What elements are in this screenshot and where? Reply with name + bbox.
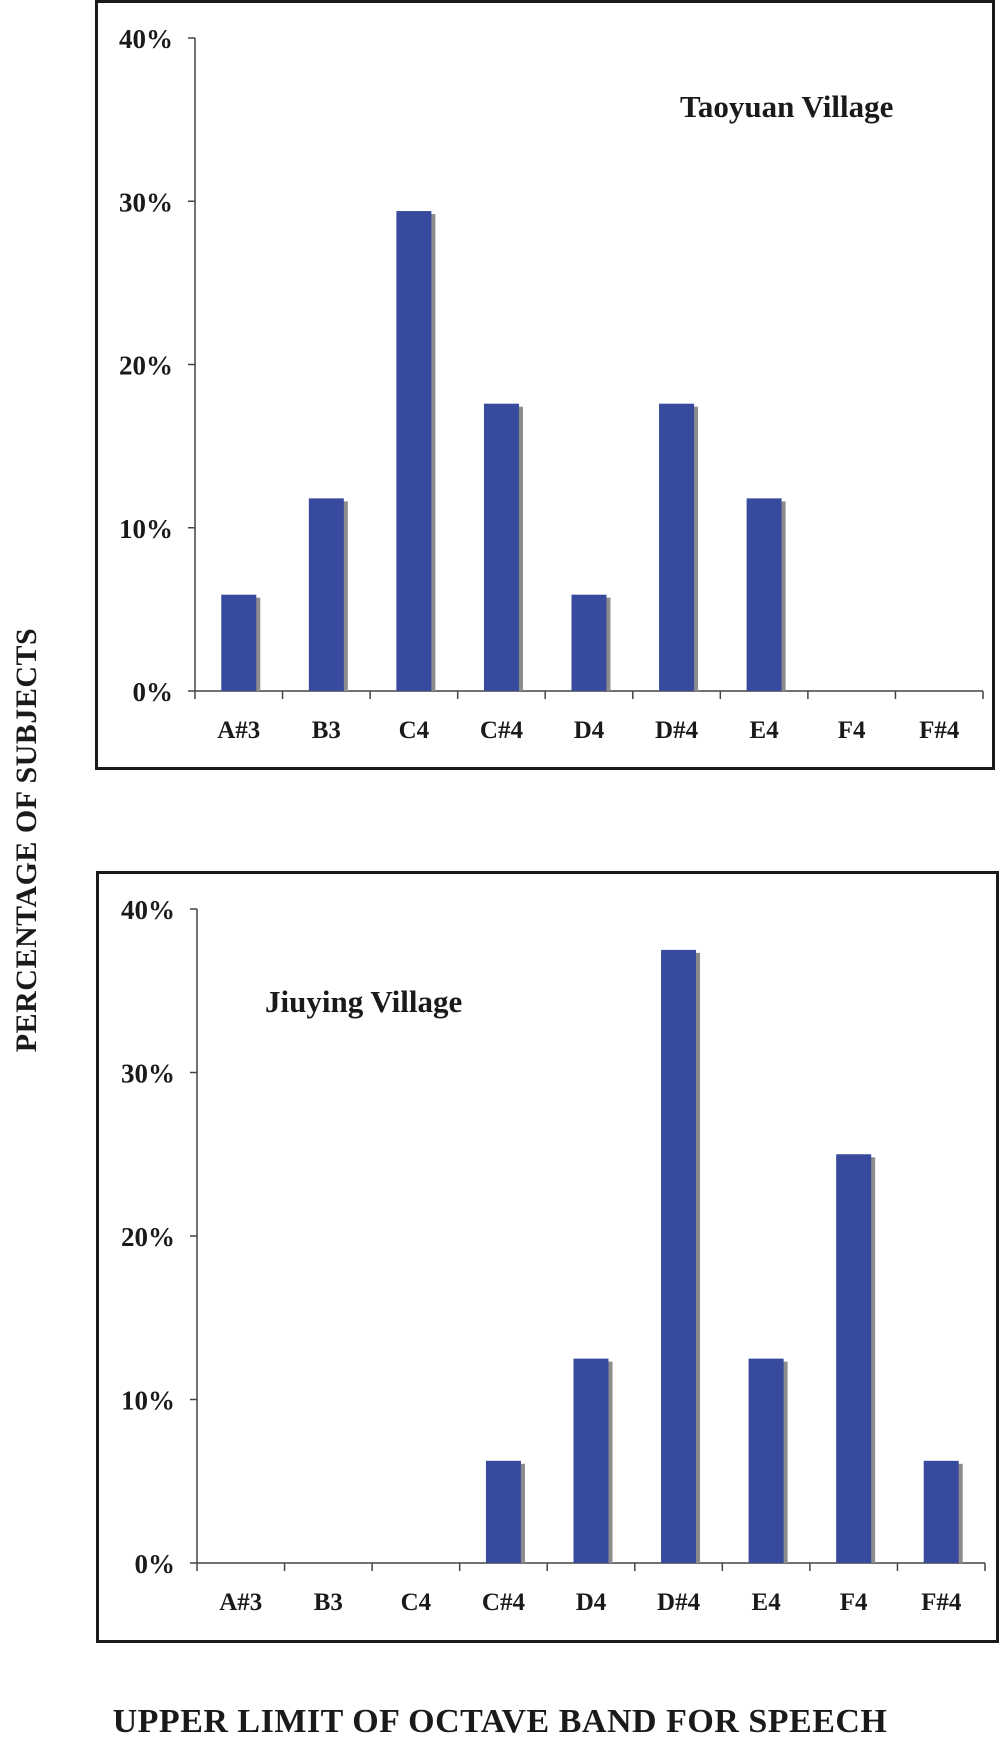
bar-e4 <box>746 498 782 691</box>
x-category-label: F#4 <box>921 1589 962 1616</box>
bar-f4 <box>836 1154 872 1563</box>
x-axis-label: UPPER LIMIT OF OCTAVE BAND FOR SPEECH <box>112 1703 888 1740</box>
y-axis-label: PERCENTAGE OF SUBJECTS <box>10 627 43 1053</box>
x-category-label: C4 <box>401 1589 432 1616</box>
y-tick-label: 0% <box>135 1549 176 1579</box>
bar-asharp3 <box>221 594 257 691</box>
y-tick-label: 20% <box>119 351 173 381</box>
bar-d4 <box>571 594 607 691</box>
y-tick-label: 40% <box>119 24 173 54</box>
x-category-label: F#4 <box>919 717 960 744</box>
x-category-label: C4 <box>399 717 430 744</box>
bar-e4 <box>748 1358 784 1563</box>
bar-b3 <box>308 498 344 691</box>
y-tick-label: 30% <box>119 187 173 217</box>
x-category-label: C#4 <box>480 717 524 744</box>
bar-csharp4 <box>485 1460 521 1563</box>
x-category-label: A#3 <box>217 717 260 744</box>
x-category-label: F4 <box>840 1589 868 1616</box>
x-category-label: D#4 <box>657 1589 701 1616</box>
bar-c4 <box>396 211 432 692</box>
y-tick-label: 0% <box>133 677 174 707</box>
y-tick-label: 30% <box>121 1059 175 1089</box>
x-category-label: D4 <box>574 717 605 744</box>
y-tick-label: 40% <box>121 895 175 925</box>
x-category-label: B3 <box>314 1589 343 1616</box>
bar-fsharp4 <box>923 1460 959 1563</box>
x-category-label: D#4 <box>655 717 699 744</box>
bar-csharp4 <box>483 403 519 691</box>
y-tick-label: 20% <box>121 1222 175 1252</box>
bar-dsharp4 <box>659 403 695 691</box>
y-tick-label: 10% <box>121 1386 175 1416</box>
chart-title-taoyuan: Taoyuan Village <box>680 89 893 124</box>
x-category-label: D4 <box>576 1589 607 1616</box>
x-category-label: E4 <box>752 1589 782 1616</box>
bar-dsharp4 <box>661 949 697 1563</box>
x-category-label: C#4 <box>482 1589 526 1616</box>
x-category-label: F4 <box>838 717 866 744</box>
chart-title-jiuying: Jiuying Village <box>265 984 462 1019</box>
bar-d4 <box>573 1358 609 1563</box>
x-category-label: E4 <box>750 717 780 744</box>
x-category-label: B3 <box>312 717 341 744</box>
x-category-label: A#3 <box>219 1589 262 1616</box>
y-tick-label: 10% <box>119 514 173 544</box>
